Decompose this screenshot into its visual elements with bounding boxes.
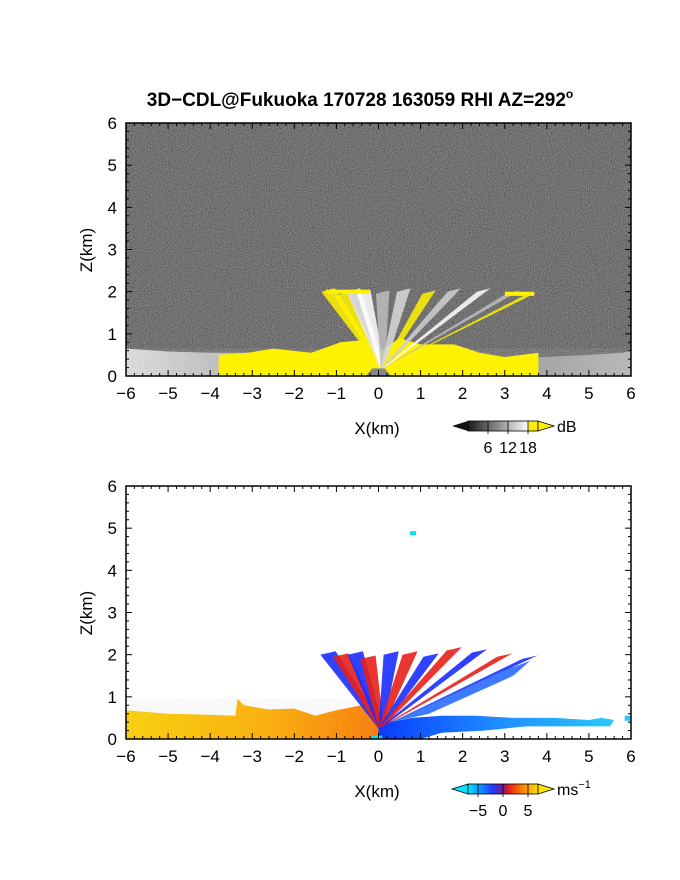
velocity-x-tick-label: 0 (374, 747, 383, 766)
velocity-x-tick-label: 4 (542, 747, 551, 766)
velocity-panel: −6 −5 −4 −3 −2 −1 0 1 2 3 4 5 6 0 1 2 3 4 5 6 X(km) Z(km) −… (77, 477, 636, 820)
velocity-x-tick-label: 6 (626, 747, 635, 766)
velocity-beam (378, 651, 418, 729)
velocity-colorbar-unit: ms−1 (557, 779, 591, 799)
velocity-receding-grain (126, 698, 379, 739)
velocity-y-tick-label: 0 (108, 730, 117, 749)
snr-colorbar-low-arrow (452, 421, 468, 431)
snr-x-tick-label: −5 (158, 384, 177, 403)
velocity-colorbar: −5 0 5 ms−1 (450, 779, 591, 820)
velocity-isolated-echo (410, 531, 417, 536)
velocity-x-tick-label: −3 (243, 747, 262, 766)
snr-colorbar-tick-label: 18 (519, 440, 537, 457)
snr-x-tick-label: −1 (327, 384, 346, 403)
velocity-approaching-layer (378, 715, 615, 739)
snr-colorbar-tick-label: 12 (499, 440, 517, 457)
snr-colorbar: 6 12 18 dB (452, 419, 577, 457)
velocity-x-tick-label: −4 (200, 747, 219, 766)
snr-x-tick-label: 1 (416, 384, 425, 403)
snr-y-tick-label: 1 (108, 325, 117, 344)
snr-x-tick-label: −4 (200, 384, 219, 403)
velocity-y-tick-label: 1 (108, 688, 117, 707)
velocity-x-tick-label: 1 (416, 747, 425, 766)
velocity-x-tick-label: 3 (500, 747, 509, 766)
velocity-y-tick-label: 2 (108, 646, 117, 665)
snr-beam (380, 288, 491, 370)
snr-beam (380, 290, 520, 370)
velocity-origin-mark (372, 735, 383, 739)
snr-y-tick-label: 6 (108, 114, 117, 133)
velocity-colorbar-tick-label: 5 (524, 803, 533, 820)
velocity-x-axis-label: X(km) (354, 782, 399, 801)
snr-y-tick-label: 3 (108, 241, 117, 260)
velocity-colorbar-high-arrow (537, 783, 556, 795)
snr-x-tick-label: 5 (584, 384, 593, 403)
snr-beam (380, 288, 411, 370)
snr-colorbar-unit: dB (557, 419, 577, 436)
snr-beam (376, 290, 390, 370)
snr-beam-cap-right (504, 291, 535, 296)
snr-x-tick-label: −3 (243, 384, 262, 403)
snr-y-tick-label: 0 (108, 367, 117, 386)
velocity-colorbar-tick-label: −5 (469, 803, 487, 820)
snr-beam (357, 290, 385, 370)
snr-colorbar-bar (467, 420, 539, 432)
velocity-beam (378, 651, 399, 729)
snr-y-tick-label: 5 (108, 156, 117, 175)
snr-x-tick-label: 3 (500, 384, 509, 403)
snr-beam (380, 290, 436, 370)
velocity-far-echo (624, 715, 631, 721)
velocity-y-tick-label: 4 (108, 561, 117, 580)
velocity-colorbar-low-arrow (450, 783, 469, 795)
snr-beam (380, 288, 461, 370)
velocity-y-axis-label: Z(km) (77, 591, 96, 635)
velocity-y-tick-label: 6 (108, 477, 117, 496)
velocity-beam (378, 649, 488, 729)
velocity-beam (378, 653, 513, 729)
velocity-x-tick-label: 2 (458, 747, 467, 766)
snr-x-tick-label: −2 (285, 384, 304, 403)
velocity-beam (378, 653, 439, 729)
velocity-x-tick-label: −6 (116, 747, 135, 766)
snr-colorbar-tick-label: 6 (484, 440, 493, 457)
velocity-field (126, 531, 631, 739)
velocity-beam-band (391, 661, 530, 723)
velocity-colorbar-tick-label: 0 (499, 803, 508, 820)
snr-y-tick-label: 2 (108, 283, 117, 302)
snr-beam-cap-left (325, 289, 371, 294)
velocity-x-tick-label: −1 (327, 747, 346, 766)
snr-colorbar-high-arrow (537, 420, 556, 432)
snr-x-tick-label: 6 (626, 384, 635, 403)
snr-y-tick-label: 4 (108, 198, 117, 217)
snr-x-tick-label: 4 (542, 384, 551, 403)
snr-y-axis-label: Z(km) (77, 228, 96, 272)
velocity-y-tick-label: 5 (108, 519, 117, 538)
snr-x-tick-label: 2 (458, 384, 467, 403)
snr-x-axis-label: X(km) (354, 419, 399, 438)
velocity-y-tick-label: 3 (108, 604, 117, 623)
figure-title: 3D−CDL@Fukuoka 170728 163059 RHI AZ=292o (147, 87, 574, 111)
velocity-x-tick-label: −5 (158, 747, 177, 766)
snr-x-tick-label: −6 (116, 384, 135, 403)
velocity-beam (360, 655, 384, 729)
snr-field (126, 288, 631, 376)
velocity-beam (378, 647, 462, 729)
snr-beam (333, 292, 385, 370)
snr-x-tick-label: 0 (374, 384, 383, 403)
velocity-x-tick-label: 5 (584, 747, 593, 766)
velocity-x-tick-label: −2 (285, 747, 304, 766)
